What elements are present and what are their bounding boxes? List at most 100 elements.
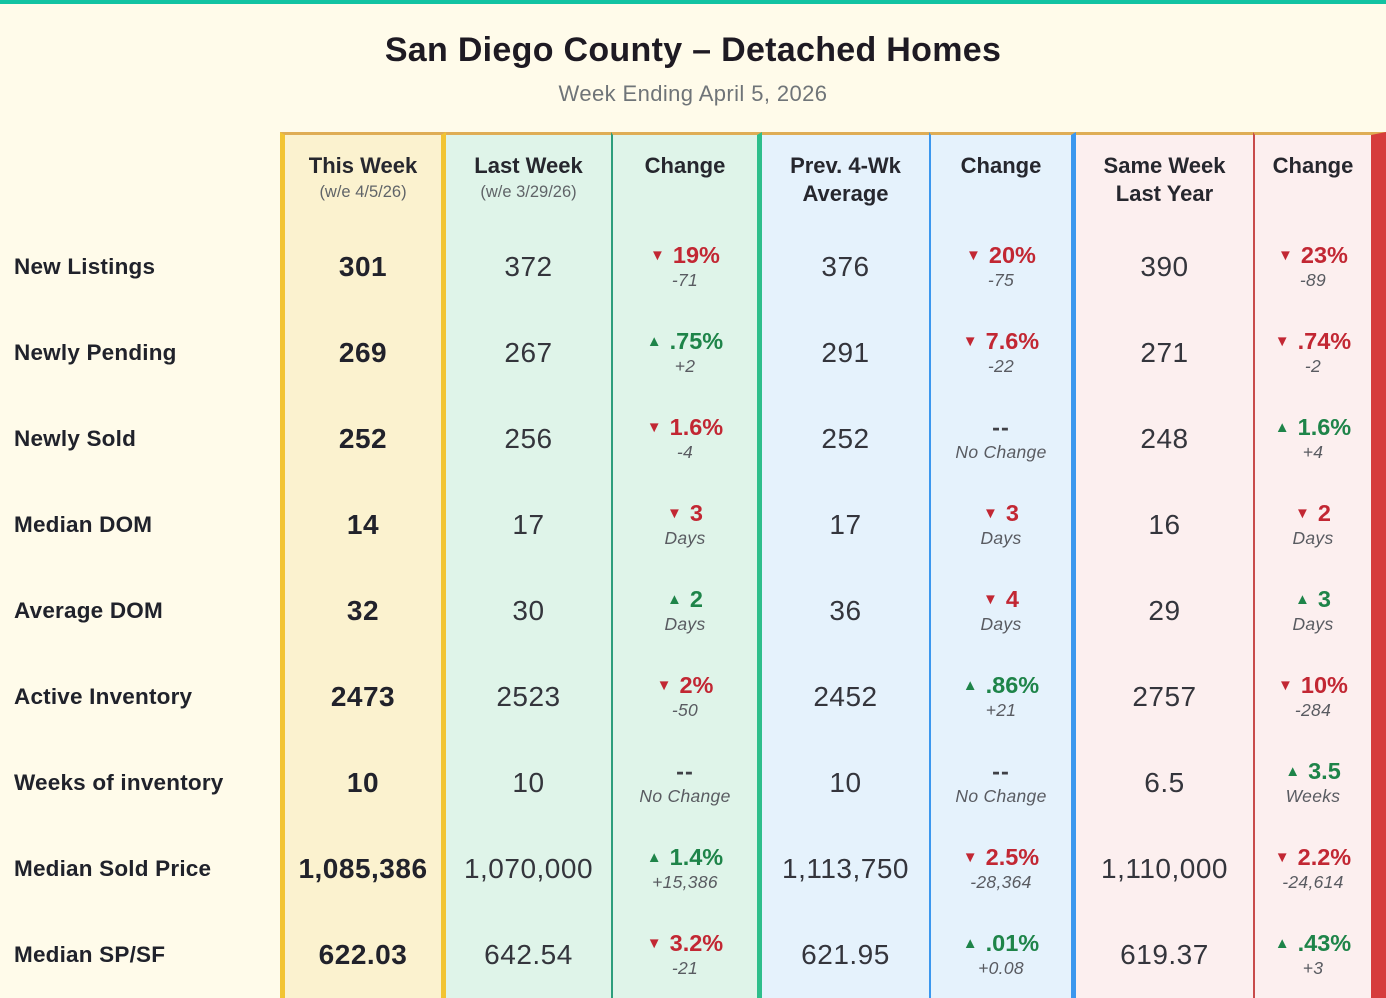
change-value: 23% bbox=[1300, 241, 1348, 268]
column-header-label: Last Week bbox=[474, 153, 583, 178]
change-value: .75% bbox=[669, 327, 724, 354]
change-vs-4wk-average: ▼ 2.5% -28,364 bbox=[929, 826, 1076, 912]
triangle-down-icon: ▼ bbox=[656, 677, 672, 694]
change-main: ▼ 2.2% bbox=[1274, 843, 1352, 871]
change-main: ▲ 1.6% bbox=[1275, 413, 1352, 441]
value-same-week-last-year: 6.5 bbox=[1076, 740, 1253, 826]
change-value: 2% bbox=[679, 671, 714, 698]
row-label: New Listings bbox=[14, 254, 156, 279]
value-last-week: 267 bbox=[446, 310, 611, 396]
value-prev-4wk-average: 36 bbox=[762, 568, 929, 654]
change-subtext: -284 bbox=[1294, 700, 1332, 721]
change-subtext: No Change bbox=[955, 786, 1047, 807]
change-value: 2 bbox=[1317, 499, 1331, 526]
change-main: ▼ 2 bbox=[1295, 499, 1331, 527]
column-header-label: Change bbox=[960, 153, 1042, 178]
value-last-week: 10 bbox=[446, 740, 611, 826]
change-value: 3 bbox=[1005, 499, 1019, 526]
value-same-week-last-year: 390 bbox=[1076, 224, 1253, 310]
value-this-week: 1,085,386 bbox=[280, 826, 446, 912]
change-main: ▼ 7.6% bbox=[962, 327, 1040, 355]
change-subtext: Weeks bbox=[1285, 786, 1341, 807]
change-main: ▼ 10% bbox=[1278, 671, 1348, 699]
value-this-week: 14 bbox=[280, 482, 446, 568]
value-prev-4wk-average: 621.95 bbox=[762, 912, 929, 998]
triangle-up-icon: ▲ bbox=[1274, 935, 1290, 952]
change-main: ▲ .43% bbox=[1274, 929, 1352, 957]
triangle-up-icon: ▲ bbox=[962, 935, 978, 952]
column-header-label: Last Year bbox=[1115, 181, 1214, 207]
change-main: ▼ 1.6% bbox=[647, 413, 724, 441]
change-value: 1.6% bbox=[1297, 413, 1352, 440]
triangle-down-icon: ▼ bbox=[1274, 849, 1290, 866]
change-value: .86% bbox=[985, 671, 1040, 698]
value-last-week: 2523 bbox=[446, 654, 611, 740]
change-vs-last-year: ▼ 2 Days bbox=[1253, 482, 1386, 568]
page-subtitle: Week Ending April 5, 2026 bbox=[558, 81, 828, 107]
change-value: -- bbox=[676, 757, 694, 784]
change-value: -- bbox=[992, 757, 1010, 784]
change-vs-last-year: ▼ .74% -2 bbox=[1253, 310, 1386, 396]
change-vs-last-year: ▲ .43% +3 bbox=[1253, 912, 1386, 998]
change-subtext: -2 bbox=[1304, 356, 1322, 377]
change-subtext: Days bbox=[1292, 614, 1334, 635]
column-header-last-week: Last Week (w/e 3/29/26) bbox=[446, 132, 611, 224]
change-main: ▲ 1.4% bbox=[646, 844, 723, 871]
value-last-week: 256 bbox=[446, 396, 611, 482]
change-value: 4 bbox=[1005, 585, 1019, 612]
change-value: 20% bbox=[988, 241, 1036, 268]
change-main: ▼ 20% bbox=[966, 241, 1036, 269]
column-header-prev-4wk-average: Prev. 4-Wk Average bbox=[762, 132, 929, 224]
change-value: 2.2% bbox=[1297, 843, 1352, 870]
value-this-week: 32 bbox=[280, 568, 446, 654]
value-prev-4wk-average: 2452 bbox=[762, 654, 929, 740]
top-accent-line bbox=[0, 0, 1386, 4]
change-vs-last-week: -- No Change bbox=[611, 740, 762, 826]
change-subtext: No Change bbox=[639, 786, 731, 807]
change-vs-last-week: ▼ 2% -50 bbox=[611, 654, 762, 740]
triangle-up-icon: ▲ bbox=[646, 849, 662, 866]
change-main: -- bbox=[676, 757, 694, 785]
triangle-down-icon: ▼ bbox=[962, 333, 978, 350]
change-vs-last-year: ▲ 1.6% +4 bbox=[1253, 396, 1386, 482]
change-main: ▲ .01% bbox=[962, 930, 1039, 957]
change-value: 19% bbox=[672, 241, 720, 268]
value-same-week-last-year: 248 bbox=[1076, 396, 1253, 482]
change-subtext: -21 bbox=[671, 958, 699, 979]
report-header: San Diego County – Detached Homes Week E… bbox=[0, 0, 1386, 107]
triangle-up-icon: ▲ bbox=[1285, 763, 1301, 780]
change-value: 7.6% bbox=[985, 327, 1040, 354]
value-same-week-last-year: 1,110,000 bbox=[1076, 826, 1253, 912]
change-value: 1.6% bbox=[669, 413, 724, 440]
change-vs-4wk-average: ▲ .01% +0.08 bbox=[929, 912, 1076, 998]
change-main: ▼ 3 bbox=[667, 500, 703, 527]
triangle-up-icon: ▲ bbox=[646, 333, 662, 350]
change-value: 2 bbox=[689, 585, 703, 612]
value-this-week: 622.03 bbox=[280, 912, 446, 998]
change-vs-last-week: ▼ 3 Days bbox=[611, 482, 762, 568]
change-value: .43% bbox=[1297, 929, 1352, 956]
triangle-down-icon: ▼ bbox=[650, 247, 665, 264]
stats-table: This Week (w/e 4/5/26) Last Week (w/e 3/… bbox=[0, 132, 1386, 998]
column-header-this-week: This Week (w/e 4/5/26) bbox=[280, 132, 446, 224]
row-label: Newly Sold bbox=[14, 426, 137, 451]
change-main: ▼ 23% bbox=[1278, 241, 1348, 269]
value-same-week-last-year: 271 bbox=[1076, 310, 1253, 396]
row-label: Active Inventory bbox=[14, 684, 193, 709]
row-label: Weeks of inventory bbox=[14, 770, 224, 795]
change-value: 10% bbox=[1300, 671, 1348, 698]
change-subtext: -22 bbox=[987, 356, 1015, 377]
triangle-down-icon: ▼ bbox=[1274, 333, 1290, 350]
change-vs-last-week: ▼ 3.2% -21 bbox=[611, 912, 762, 998]
change-subtext: +2 bbox=[674, 356, 696, 377]
change-main: -- bbox=[992, 757, 1010, 785]
change-vs-last-year: ▲ 3 Days bbox=[1253, 568, 1386, 654]
change-subtext: -75 bbox=[987, 270, 1015, 291]
value-last-week: 372 bbox=[446, 224, 611, 310]
column-header-change-vs-4wk-average: Change bbox=[929, 132, 1076, 224]
triangle-down-icon: ▼ bbox=[983, 505, 998, 522]
corner-spacer bbox=[0, 132, 280, 224]
change-value: 3.5 bbox=[1308, 757, 1341, 784]
row-label: Newly Pending bbox=[14, 340, 177, 365]
change-value: .74% bbox=[1297, 327, 1352, 354]
